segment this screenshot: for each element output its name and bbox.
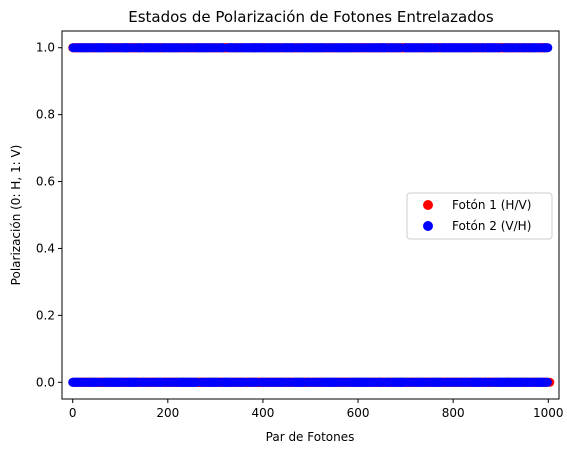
x-axis-label: Par de Fotones	[266, 430, 355, 444]
chart-title: Estados de Polarización de Fotones Entre…	[128, 8, 494, 26]
x-tick-label: 600	[347, 406, 370, 420]
y-axis: 0.0 0.2 0.4 0.6 0.8 1.0	[36, 41, 62, 389]
y-tick-label: 1.0	[36, 41, 55, 55]
legend: Fotón 1 (H/V) Fotón 2 (V/H)	[406, 192, 553, 240]
x-axis: 0 200 400 600 800 1000	[69, 399, 564, 420]
x-tick-label: 400	[251, 406, 274, 420]
legend-label-foton-2: Fotón 2 (V/H)	[452, 219, 531, 233]
y-tick-label: 0.2	[36, 308, 55, 322]
series-foton-2	[68, 43, 553, 387]
x-tick-label: 200	[156, 406, 179, 420]
legend-label-foton-1: Fotón 1 (H/V)	[452, 198, 531, 212]
legend-marker-foton-1	[423, 200, 433, 210]
x-tick-label: 800	[442, 406, 465, 420]
y-axis-label: Polarización (0: H, 1: V)	[9, 145, 23, 286]
data-point	[542, 377, 552, 387]
legend-box	[406, 192, 553, 240]
y-tick-label: 0.8	[36, 108, 55, 122]
y-tick-label: 0.0	[36, 375, 55, 389]
plot-frame	[61, 30, 560, 400]
y-tick-label: 0.4	[36, 241, 55, 255]
x-tick-label: 1000	[533, 406, 564, 420]
x-tick-label: 0	[69, 406, 77, 420]
y-tick-label: 0.6	[36, 175, 55, 189]
legend-marker-foton-2	[423, 221, 433, 231]
data-point	[543, 43, 553, 53]
